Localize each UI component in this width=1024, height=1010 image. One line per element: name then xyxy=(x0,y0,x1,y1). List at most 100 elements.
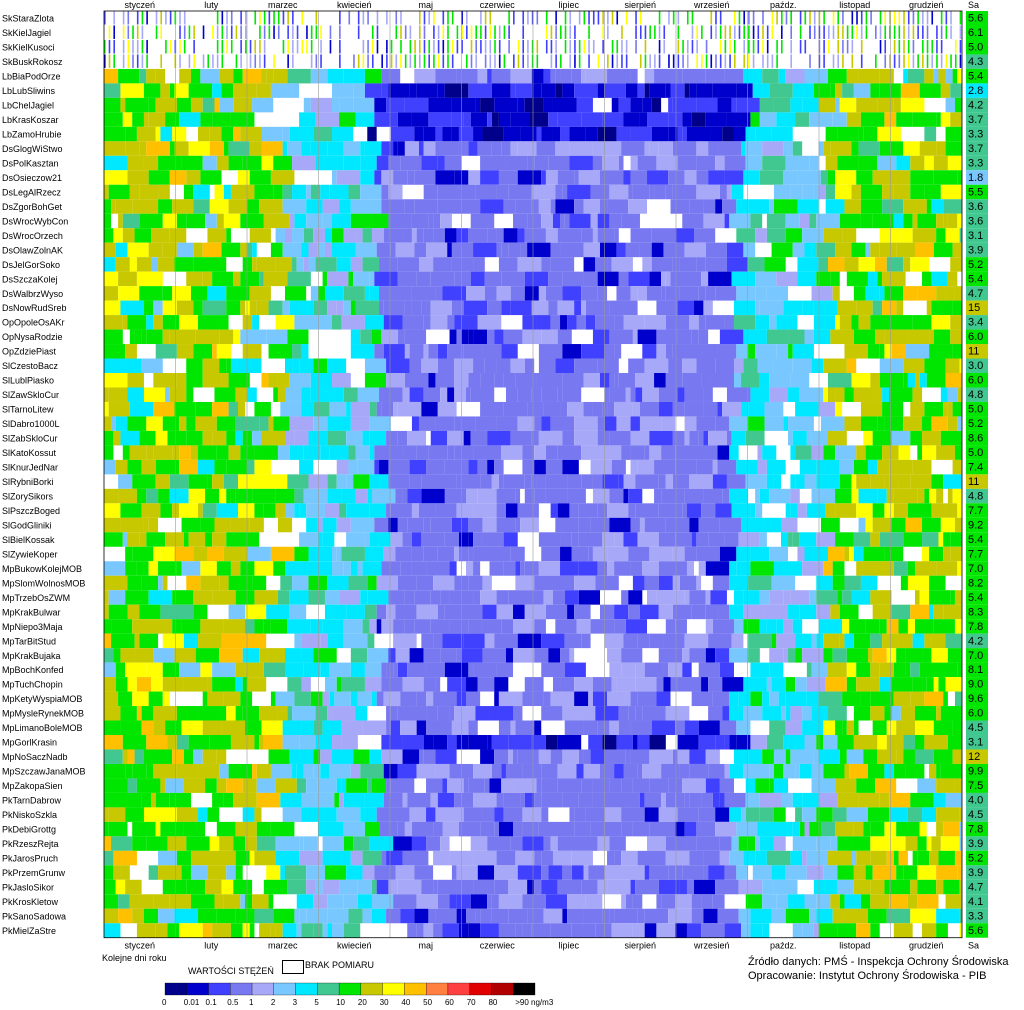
heatmap-cell xyxy=(202,242,222,258)
heatmap-cell xyxy=(129,894,154,909)
heatmap-cell xyxy=(249,850,255,866)
heatmap-cell xyxy=(929,850,939,866)
heatmap-cell xyxy=(252,894,269,909)
heatmap-cell xyxy=(759,590,770,605)
heatmap-cell xyxy=(647,170,669,185)
heatmap-cell xyxy=(435,677,441,692)
heatmap-cell xyxy=(423,648,441,663)
heatmap-cell xyxy=(616,416,631,431)
heatmap-cell xyxy=(329,691,335,707)
heatmap-cell xyxy=(456,329,462,345)
heatmap-cell xyxy=(104,315,123,330)
heatmap-cell xyxy=(414,170,436,185)
heatmap-cell xyxy=(461,39,463,54)
heatmap-cell xyxy=(216,11,219,25)
heatmap-cell xyxy=(569,25,572,39)
heatmap-cell xyxy=(715,358,734,373)
heatmap-cell xyxy=(139,141,147,156)
heatmap-cell xyxy=(945,503,958,518)
heatmap-cell xyxy=(353,749,370,764)
heatmap-cell xyxy=(303,228,314,243)
heatmap-cell xyxy=(555,68,561,84)
heatmap-cell xyxy=(726,474,746,489)
heatmap-cell xyxy=(536,184,556,200)
station-label: PkNiskoSzkla xyxy=(2,810,57,820)
heatmap-cell xyxy=(884,879,890,895)
heatmap-cell xyxy=(409,54,412,68)
station-label: DsSzczaKolej xyxy=(2,274,58,284)
heatmap-cell xyxy=(190,894,215,909)
heatmap-cell xyxy=(308,257,316,272)
heatmap-cell xyxy=(896,300,904,316)
heatmap-cell xyxy=(357,879,372,895)
heatmap-cell xyxy=(851,184,861,200)
heatmap-cell xyxy=(743,329,767,345)
heatmap-cell xyxy=(959,11,962,25)
heatmap-cell xyxy=(386,373,405,388)
heatmap-cell xyxy=(588,735,603,750)
heatmap-cell xyxy=(315,25,318,39)
heatmap-cell xyxy=(275,836,300,851)
heatmap-cell xyxy=(451,54,454,68)
heatmap-cell xyxy=(468,619,483,634)
heatmap-cell xyxy=(522,445,535,460)
heatmap-cell xyxy=(240,126,262,142)
heatmap-cell xyxy=(402,488,408,504)
heatmap-cell xyxy=(353,474,370,489)
heatmap-cell xyxy=(851,373,871,388)
heatmap-cell xyxy=(663,677,671,692)
heatmap-cell xyxy=(498,170,518,185)
heatmap-cell xyxy=(442,546,455,562)
heatmap-cell xyxy=(355,68,365,84)
heatmap-cell xyxy=(139,604,161,620)
heatmap-cell xyxy=(409,474,422,489)
heatmap-cell xyxy=(381,83,389,98)
heatmap-cell xyxy=(750,387,770,402)
heatmap-cell xyxy=(602,25,604,39)
heatmap-cell xyxy=(303,488,328,504)
heatmap-cell xyxy=(802,97,819,113)
heatmap-cell xyxy=(118,488,137,504)
heatmap-cell xyxy=(104,257,116,272)
heatmap-cell xyxy=(844,199,861,214)
heatmap-cell xyxy=(261,430,286,446)
legend-tick-label: 0.5 xyxy=(227,998,239,1007)
sa-cell xyxy=(966,691,988,707)
heatmap-cell xyxy=(743,68,758,84)
heatmap-cell xyxy=(555,184,563,200)
heatmap-cell xyxy=(555,39,557,54)
heatmap-cell xyxy=(534,850,542,866)
heatmap-cell xyxy=(498,39,501,54)
heatmap-cell xyxy=(104,445,114,460)
heatmap-cell xyxy=(254,807,262,822)
heatmap-cell xyxy=(230,561,241,576)
heatmap-cell xyxy=(823,865,838,880)
heatmap-cell xyxy=(484,358,497,373)
heatmap-cell xyxy=(851,836,871,851)
heatmap-cell xyxy=(517,387,532,402)
heatmap-cell xyxy=(567,401,584,417)
heatmap-cell xyxy=(557,445,582,460)
heatmap-cell xyxy=(252,315,260,330)
heatmap-cell xyxy=(343,633,368,649)
heatmap-cell xyxy=(783,648,789,663)
sa-cell xyxy=(966,242,988,258)
heatmap-cell xyxy=(557,112,582,127)
heatmap-cell xyxy=(858,792,880,808)
heatmap-cell xyxy=(658,604,673,620)
station-label: SlZywieKoper xyxy=(2,549,58,559)
heatmap-cell xyxy=(672,344,695,359)
heatmap-cell xyxy=(545,445,558,460)
heatmap-cell xyxy=(404,329,427,345)
heatmap-cell xyxy=(708,430,727,446)
heatmap-cell xyxy=(945,54,948,68)
heatmap-cell xyxy=(750,213,763,229)
heatmap-cell xyxy=(531,735,546,750)
heatmap-cell xyxy=(480,170,499,185)
sa-value: 9.9 xyxy=(968,766,983,778)
heatmap-cell xyxy=(120,97,126,113)
sa-value: 3.3 xyxy=(968,157,983,169)
heatmap-cell xyxy=(299,836,304,851)
heatmap-cell xyxy=(602,11,604,25)
heatmap-cell xyxy=(287,677,302,692)
